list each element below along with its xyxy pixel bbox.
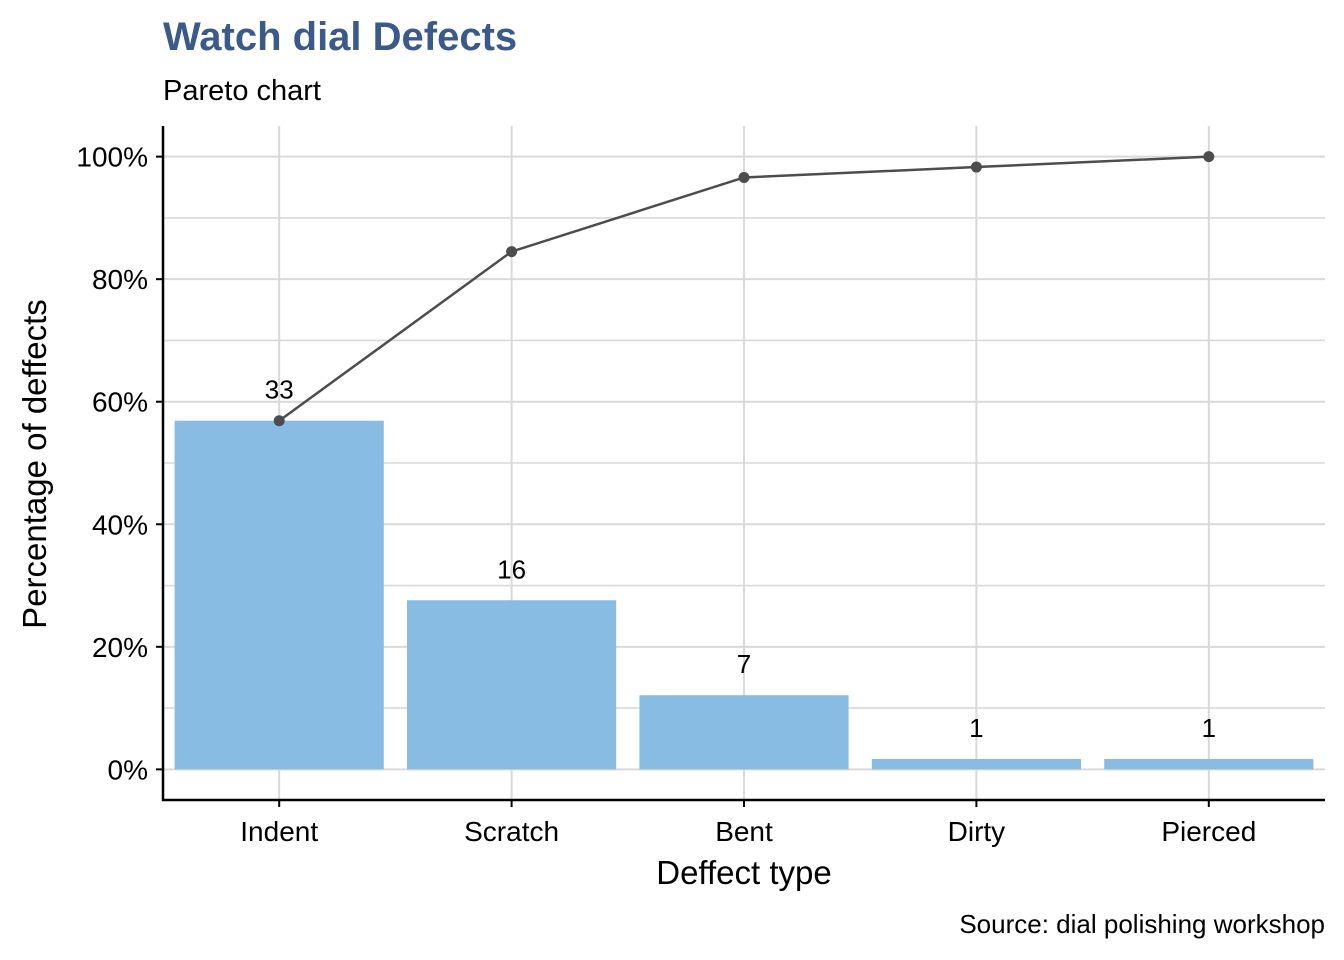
bar-pierced bbox=[1104, 758, 1314, 770]
cumulative-point bbox=[1203, 151, 1215, 163]
y-tick-label: 60% bbox=[92, 387, 148, 418]
x-tick-label: Scratch bbox=[464, 816, 559, 847]
bar-label-layer: 33 16 7 1 1 bbox=[265, 375, 1216, 743]
y-tick-label: 80% bbox=[92, 264, 148, 295]
y-tick-label: 20% bbox=[92, 632, 148, 663]
x-tick-label: Dirty bbox=[948, 816, 1006, 847]
cumulative-line-layer bbox=[273, 151, 1215, 427]
chart-subtitle: Pareto chart bbox=[163, 75, 321, 107]
y-axis-title: Percentage of deffects bbox=[16, 299, 53, 629]
x-axis-title: Deffect type bbox=[656, 854, 832, 891]
axis-layer: 0% 20% 40% 60% 80% 100% Indent Scratch Bent Dirty… bbox=[76, 126, 1325, 847]
bar-indent bbox=[174, 420, 384, 770]
chart-title: Watch dial Defects bbox=[163, 15, 517, 59]
bar-scratch bbox=[407, 600, 617, 770]
x-tick-label: Bent bbox=[715, 816, 773, 847]
y-tick-label: 40% bbox=[92, 509, 148, 540]
bar-count-label: 33 bbox=[265, 375, 294, 405]
x-tick-label: Pierced bbox=[1161, 816, 1256, 847]
bar-count-label: 1 bbox=[969, 713, 983, 743]
bar-count-label: 1 bbox=[1202, 713, 1216, 743]
cumulative-point bbox=[738, 171, 750, 183]
bar-bent bbox=[639, 695, 849, 770]
y-tick-label: 0% bbox=[108, 754, 148, 785]
bar-dirty bbox=[871, 758, 1081, 770]
bar-count-label: 16 bbox=[497, 554, 526, 584]
y-tick-label: 100% bbox=[76, 142, 148, 173]
bar-count-label: 7 bbox=[737, 649, 751, 679]
cumulative-point bbox=[273, 415, 285, 427]
chart-caption: Source: dial polishing workshop bbox=[959, 909, 1325, 939]
x-tick-label: Indent bbox=[240, 816, 318, 847]
bar-layer bbox=[174, 420, 1314, 770]
cumulative-point bbox=[506, 246, 518, 258]
cumulative-point bbox=[970, 161, 982, 173]
